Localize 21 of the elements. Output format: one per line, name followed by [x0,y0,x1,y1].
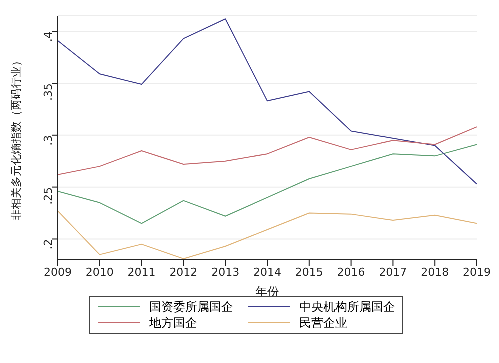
x-tick-label: 2013 [212,266,240,279]
x-tick-label: 2017 [379,266,408,279]
y-tick-label: .25 [42,187,55,205]
legend-label: 地方国企 [150,315,198,331]
legend-label: 中央机构所属国企 [300,299,396,315]
x-tick-label: 2019 [463,266,491,279]
x-tick-label: 2014 [254,266,282,279]
y-axis-title: 非相关多元化熵指数（两码行业） [10,56,23,220]
x-tick-label: 2012 [170,266,198,279]
x-tick-label: 2016 [337,266,366,279]
y-tick-label: .35 [42,83,55,101]
y-tick-label: .4 [42,32,55,42]
legend-label: 国资委所属国企 [150,299,234,315]
y-tick-label: .2 [42,239,55,250]
x-tick-label: 2011 [128,266,156,279]
legend-label: 民营企业 [300,315,348,331]
x-tick-label: 2015 [295,266,324,279]
x-tick-label: 2009 [44,266,72,279]
x-tick-label: 2010 [86,266,114,279]
y-tick-label: .3 [42,135,55,146]
x-tick-label: 2018 [421,266,450,279]
